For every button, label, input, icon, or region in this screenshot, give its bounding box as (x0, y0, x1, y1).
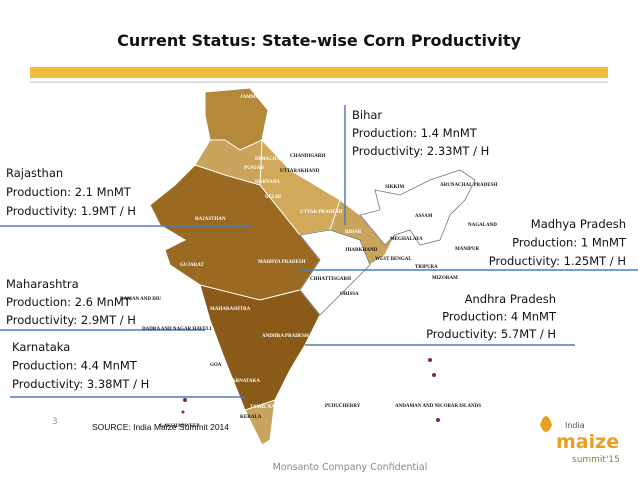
annotation-production: Production: 4 MnMT (442, 310, 557, 324)
north-region (204, 87, 269, 151)
annotation-state: Maharashtra (6, 277, 79, 291)
india-map (149, 87, 476, 446)
map-label: UTTAR PRADESH (300, 210, 342, 215)
logo-main: maize (556, 431, 619, 453)
northeast-region (359, 169, 476, 246)
map-label: HIMACHAL PRADESH (255, 157, 309, 162)
annotation-state: Rajasthan (6, 166, 63, 180)
leader-lines (0, 105, 638, 398)
map-labels: JAMMU-KASHMIR HIMACHAL PRADESH PUNJAB CHAND… (120, 95, 497, 429)
annotation-production: Production: 2.1 MnMT (6, 185, 132, 199)
map-label: TRIPURA (415, 265, 438, 270)
map-label: ASSAM (415, 214, 433, 219)
annotation-state: Madhya Pradesh (531, 217, 626, 231)
annotation-productivity: Productivity: 5.7MT / H (426, 327, 556, 341)
annotation-productivity: Productivity: 3.38MT / H (12, 377, 149, 391)
map-label: KERALA (240, 415, 262, 420)
map-label: JAMMU-KASHMIR (240, 95, 286, 100)
confidential: Monsanto Company Confidential (273, 462, 428, 473)
map-label: TAMIL NADU (250, 405, 282, 410)
annotations: Bihar Production: 1.4 MnMT Productivity: 2… (6, 108, 627, 391)
map-label: DAMAN AND DIU (120, 297, 162, 302)
map-label: MAHARASHTRA (210, 307, 251, 312)
logo-sub: summit'15 (572, 455, 620, 465)
map-label: GUJARAT (180, 263, 204, 268)
annotation-productivity: Productivity: 2.9MT / H (6, 313, 136, 327)
map-label: RAJASTHAN (195, 217, 226, 222)
map-label: ANDAMAN AND NICOBAR ISLANDS (395, 404, 481, 409)
map-label: PUDUCHERRY (325, 404, 361, 409)
map-label: ARUNACHAL PRADESH (440, 183, 497, 188)
map-label: CHANDIGARH (290, 154, 325, 159)
annotation-production: Production: 2.6 MnMT (6, 295, 132, 309)
map-label: PUNJAB (244, 166, 264, 171)
island (428, 358, 432, 362)
logo-top: India (565, 421, 585, 430)
map-label: MADHYA PRADESH (258, 260, 306, 265)
map-label: MIZORAM (432, 276, 458, 281)
annotation-state: Karnataka (12, 340, 70, 354)
map-label: JHARKHAND (345, 248, 378, 253)
annotation-productivity: Productivity: 1.9MT / H (6, 204, 136, 218)
title-bar (30, 67, 608, 78)
island (436, 418, 440, 422)
island (181, 410, 185, 414)
map-label: UTTARAKHAND (280, 169, 320, 174)
map-label: LAKSHADWEEP (160, 424, 199, 429)
map-label: CHHATTISGARH (310, 277, 351, 282)
annotation-production: Production: 1 MnMT (512, 236, 627, 250)
map-label: DADRA AND NAGAR HAVELI (142, 327, 212, 332)
map-label: KARNATAKA (228, 379, 260, 384)
annotation-productivity: Productivity: 2.33MT / H (352, 144, 489, 158)
island (183, 398, 187, 402)
map-label: NAGALAND (468, 223, 497, 228)
map-label: DELHI (265, 195, 281, 200)
map-label: MEGHALAYA (390, 237, 423, 242)
logo-cob (540, 416, 552, 432)
logo: India maize summit'15 (540, 416, 620, 465)
annotation-production: Production: 4.4 MnMT (12, 359, 138, 373)
map-label: WEST BENGAL (375, 257, 412, 262)
source: SOURCE: India Maize Summit 2014 (92, 422, 229, 432)
map-label: MANIPUR (455, 247, 480, 252)
title: Current Status: State-wise Corn Producti… (117, 31, 521, 50)
map-label: BIHAR (345, 230, 362, 235)
annotation-productivity: Productivity: 1.25MT / H (489, 254, 626, 268)
annotation-state: Andhra Pradesh (465, 292, 556, 306)
map-label: SIKKIM (385, 185, 404, 190)
south-region (199, 284, 321, 411)
map-label: HARYANA (255, 180, 280, 185)
island (432, 373, 436, 377)
map-label: GOA (210, 363, 222, 368)
annotation-production: Production: 1.4 MnMT (352, 126, 478, 140)
map-label: ORISSA (340, 292, 359, 297)
map-label: ANDHRA PRADESH (262, 334, 309, 339)
annotation-state: Bihar (352, 108, 382, 122)
page-number: 3 (52, 417, 58, 427)
